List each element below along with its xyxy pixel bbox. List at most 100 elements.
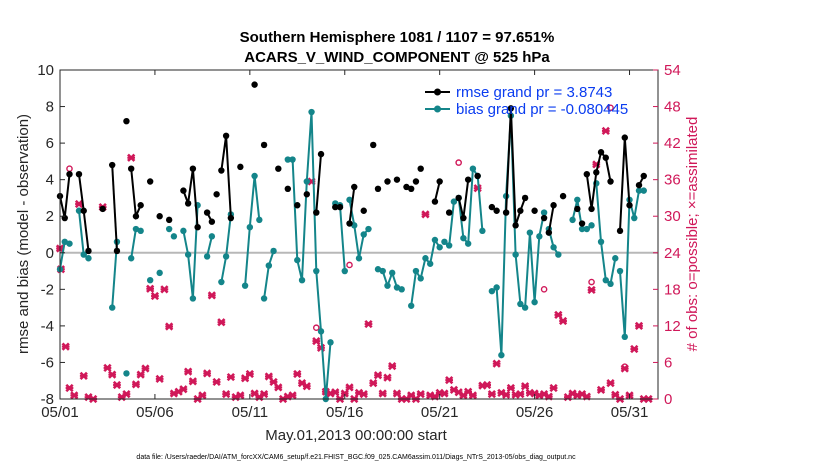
obs-assimilated-marker [221, 390, 231, 399]
obs-assimilated-marker [61, 342, 70, 351]
obs-assimilated-marker [364, 319, 373, 329]
obs-assimilated-marker [492, 359, 501, 368]
bias-point [436, 244, 443, 251]
rmse-point [578, 220, 586, 227]
obs-possible-marker [312, 324, 320, 332]
chart-title-line1: Southern Hemisphere 1081 / 1107 = 97.651… [240, 29, 555, 46]
rmse-point [455, 194, 462, 202]
rmse-point [213, 191, 220, 198]
obs-assimilated-marker [141, 364, 150, 373]
bias-point [365, 225, 372, 233]
rmse-point [99, 205, 106, 213]
obs-assimilated-marker [587, 285, 596, 295]
y2-tick-label: 12 [664, 318, 681, 335]
obs-assimilated-marker [160, 285, 169, 294]
obs-assimilated-marker [274, 383, 283, 392]
rmse-point [474, 172, 481, 180]
bias-point [313, 267, 320, 275]
obs-assimilated-marker [601, 126, 610, 136]
bias-point [540, 209, 548, 216]
bias-point [488, 287, 496, 295]
rmse-point [626, 202, 633, 209]
bias-point [203, 253, 211, 260]
bias-point [441, 238, 448, 246]
bias-point [218, 278, 225, 286]
y2-tick-label: 54 [664, 62, 681, 79]
rmse-point [222, 132, 230, 139]
x-tick-label: 05/21 [421, 404, 459, 421]
bias-point [85, 255, 92, 262]
obs-assimilated-marker [212, 377, 221, 387]
bias-point [555, 251, 562, 258]
obs-assimilated-marker [122, 390, 131, 399]
obs-assimilated-marker [606, 379, 615, 388]
obs-assimilated-marker [340, 389, 349, 398]
rmse-point [208, 218, 216, 225]
x-tick-label: 05/01 [41, 404, 79, 421]
bias-point [569, 216, 576, 224]
rmse-point [85, 247, 92, 255]
rmse-point [574, 205, 581, 213]
rmse-point [317, 150, 325, 158]
rmse-point [127, 165, 135, 172]
rmse-point [640, 172, 647, 180]
bias-point [355, 255, 363, 262]
bias-point [251, 172, 258, 180]
x-axis: 05/01 05/06 05/11 05/16 05/21 05/26 05/31 [41, 70, 648, 421]
y-tick-label: 4 [46, 172, 54, 189]
obs-assimilated-marker [79, 371, 88, 380]
bias-point [389, 269, 396, 277]
rmse-point [384, 178, 391, 185]
bias-point [536, 233, 543, 240]
obs-assimilated-marker [549, 383, 558, 393]
bias-point [512, 251, 519, 258]
bias-point [621, 333, 628, 341]
obs-assimilated-marker [506, 383, 515, 393]
obs-assimilated-marker [445, 375, 454, 385]
bias-line-segment [182, 205, 199, 299]
bias-point [612, 255, 619, 262]
bias-point [583, 225, 591, 233]
plot-area [60, 70, 658, 399]
bias-point [156, 269, 163, 277]
obs-assimilated-marker [630, 344, 639, 354]
rmse-point [517, 207, 524, 214]
rmse-point [184, 200, 192, 207]
obs-assimilated-marker [312, 337, 321, 346]
rmse-point [431, 198, 439, 205]
legend-bias-label: bias grand pr = -0.080445 [456, 101, 628, 118]
rmse-line-segment [315, 154, 322, 213]
obs-assimilated-marker [203, 369, 212, 378]
obs-assimilated-marker [150, 291, 160, 301]
obs-assimilated-marker [184, 367, 193, 376]
rmse-series [56, 81, 647, 255]
bias-series [56, 108, 647, 403]
x-tick-label: 05/11 [232, 404, 268, 421]
obs-possible-marker [588, 278, 595, 286]
obs-possible-marker [621, 363, 629, 371]
obs-assimilated-marker [74, 199, 84, 209]
rmse-point [550, 202, 557, 209]
bias-point [66, 240, 73, 247]
bias-point [631, 214, 638, 222]
bias-point [431, 236, 439, 244]
rmse-point [545, 229, 553, 236]
bias-point [588, 222, 595, 229]
bias-point [170, 233, 178, 240]
bias-point [189, 295, 197, 302]
bias-point [578, 225, 586, 233]
bias-point [75, 207, 83, 214]
rmse-point [109, 161, 116, 169]
x-tick-label: 05/06 [136, 404, 174, 421]
bias-point [260, 295, 268, 302]
rmse-point [493, 207, 500, 214]
obs-assimilated-marker [65, 383, 74, 393]
rmse-point [512, 222, 519, 229]
obs-possible-marker [346, 261, 353, 269]
rmse-point [583, 170, 591, 178]
rmse-point [360, 207, 367, 214]
rmse-point [635, 181, 643, 189]
bias-point [123, 370, 130, 377]
bias-point [360, 231, 367, 238]
data-file-footer: data file: /Users/raeder/DAI/ATM_forcXX/… [136, 454, 576, 461]
